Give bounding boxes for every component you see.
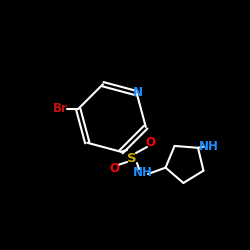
- Text: O: O: [109, 162, 119, 174]
- Text: S: S: [127, 152, 137, 164]
- Text: NH: NH: [199, 140, 219, 153]
- Text: N: N: [133, 86, 143, 99]
- Text: NH: NH: [133, 166, 153, 179]
- Text: O: O: [145, 136, 155, 149]
- Text: Br: Br: [53, 102, 68, 116]
